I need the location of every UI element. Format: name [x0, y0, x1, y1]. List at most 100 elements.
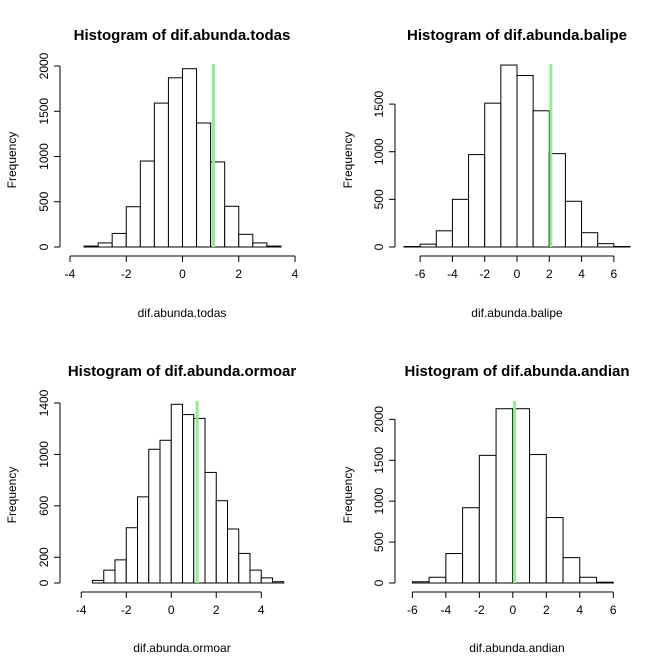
histogram-bar — [445, 553, 464, 584]
x-tick-label: 4 — [578, 267, 585, 281]
histogram-bar — [478, 454, 497, 584]
x-tick-label: 0 — [168, 603, 175, 617]
histogram-bar — [428, 576, 447, 584]
histogram-bar — [103, 569, 116, 584]
y-tick-label: 200 — [37, 547, 51, 567]
y-tick-label: 500 — [37, 191, 51, 211]
histogram-bar — [562, 557, 581, 584]
histogram-bar — [92, 579, 105, 584]
histogram-bar — [451, 198, 470, 248]
x-tick-label: -2 — [121, 267, 132, 281]
histogram-bar — [125, 206, 141, 248]
histogram-bar — [564, 200, 583, 248]
x-tick-label: 0 — [514, 267, 521, 281]
histogram-bar — [548, 153, 566, 248]
y-axis-label: Frequency — [5, 132, 19, 189]
histogram-bar — [204, 471, 217, 584]
histogram-bar — [139, 160, 155, 248]
histogram-bar — [411, 581, 430, 584]
histogram-bar — [182, 414, 195, 584]
histogram-bar — [182, 68, 198, 248]
y-tick-label: 1500 — [372, 447, 386, 474]
histogram-bar — [484, 102, 502, 248]
x-tick-label: 4 — [292, 267, 299, 281]
x-tick-label: -4 — [447, 267, 458, 281]
y-tick-label: 1400 — [37, 389, 51, 416]
histogram-bar — [153, 102, 169, 248]
histogram-bar — [529, 454, 547, 584]
x-tick-label: -6 — [407, 603, 418, 617]
histogram-bar — [252, 242, 268, 248]
histogram-bar — [516, 75, 534, 248]
histogram-bar — [159, 439, 172, 584]
panel-todas: Histogram of dif.abunda.todas dif.abunda… — [5, 27, 299, 320]
histogram-bar — [579, 576, 598, 584]
x-tick-label: 2 — [543, 603, 550, 617]
panel-ormoar: Histogram of dif.abunda.ormoar dif.abund… — [5, 363, 296, 655]
y-tick-label: 600 — [37, 496, 51, 516]
x-tick-label: -6 — [415, 267, 426, 281]
y-tick-label: 0 — [372, 579, 386, 586]
y-tick-label: 500 — [372, 189, 386, 209]
y-tick-label: 1000 — [37, 441, 51, 468]
y-axis-label: Frequency — [5, 467, 19, 524]
histogram-bar — [581, 232, 599, 248]
y-tick-label: 0 — [37, 243, 51, 250]
histogram-bar — [462, 507, 480, 584]
panel-title: Histogram of dif.abunda.todas — [74, 27, 291, 44]
x-tick-label: -4 — [65, 267, 76, 281]
x-tick-label: -2 — [474, 603, 485, 617]
histogram-bar — [597, 243, 615, 248]
x-tick-label: 2 — [235, 267, 242, 281]
histogram-bar — [227, 528, 240, 584]
histogram-bar — [238, 552, 251, 584]
y-axis-label: Frequency — [341, 132, 355, 189]
histogram-bar — [97, 242, 113, 248]
x-axis-label: dif.abunda.andian — [469, 641, 564, 655]
histogram-bar — [224, 205, 240, 248]
histogram-bar — [272, 581, 285, 584]
y-tick-label: 1500 — [372, 90, 386, 117]
y-tick-label: 1000 — [37, 143, 51, 170]
x-axis-label: dif.abunda.balipe — [471, 306, 563, 320]
panel-title: Histogram of dif.abunda.andian — [404, 363, 629, 380]
histogram-bar — [495, 408, 514, 584]
histogram-bar — [419, 243, 437, 248]
histogram-bar — [596, 581, 614, 584]
x-tick-label: 0 — [179, 267, 186, 281]
histogram-bar — [170, 403, 183, 584]
histogram-bar — [167, 77, 183, 248]
x-tick-label: 4 — [258, 603, 265, 617]
y-tick-label: 0 — [372, 243, 386, 250]
y-tick-label: 0 — [37, 579, 51, 586]
histogram-bar — [249, 569, 262, 584]
histogram-bar — [137, 496, 150, 584]
histogram-bar — [114, 559, 127, 584]
histogram-bar — [435, 230, 453, 248]
x-axis-label: dif.abunda.todas — [138, 306, 227, 320]
histogram-bar — [260, 577, 273, 584]
x-tick-label: -2 — [479, 267, 490, 281]
y-tick-label: 2000 — [372, 406, 386, 433]
histogram-bar — [196, 122, 212, 248]
panel-title: Histogram of dif.abunda.balipe — [407, 27, 627, 44]
panel-balipe: Histogram of dif.abunda.balipe dif.abund… — [341, 27, 631, 320]
panel-andian: Histogram of dif.abunda.andian dif.abund… — [341, 363, 630, 655]
histogram-bar — [500, 64, 518, 248]
x-tick-label: 6 — [610, 603, 617, 617]
y-tick-label: 500 — [372, 532, 386, 552]
x-tick-label: 6 — [611, 267, 618, 281]
x-tick-label: 0 — [509, 603, 516, 617]
y-tick-label: 2000 — [37, 52, 51, 79]
x-tick-label: -4 — [441, 603, 452, 617]
x-axis-label: dif.abunda.ormoar — [133, 641, 230, 655]
histogram-bar — [83, 245, 99, 248]
x-tick-label: -4 — [76, 603, 87, 617]
histogram-bar — [148, 448, 161, 584]
y-tick-label: 1000 — [372, 488, 386, 515]
histogram-bar — [545, 517, 564, 584]
histogram-bar — [468, 154, 486, 248]
histogram-bar — [532, 110, 550, 248]
histogram-bar — [215, 500, 228, 584]
